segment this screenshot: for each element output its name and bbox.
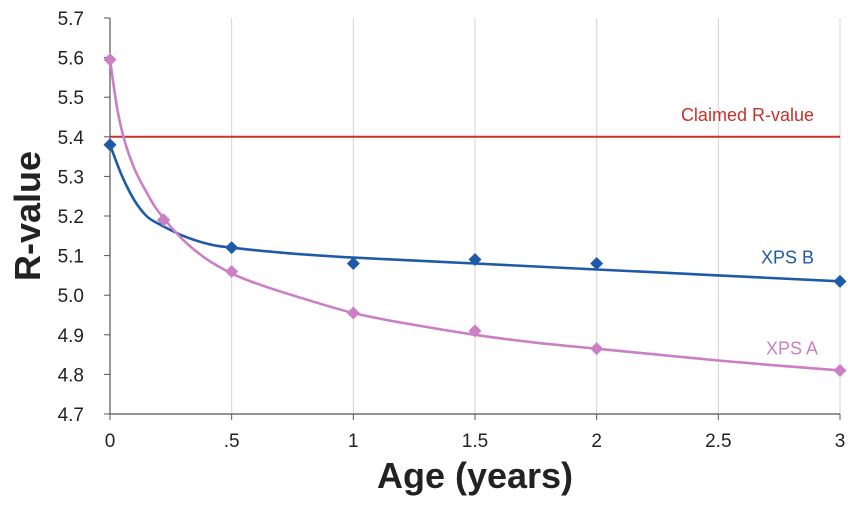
xps-b-data-point [103, 138, 117, 152]
marker-layer [103, 53, 847, 377]
y-tick-label: 5.2 [58, 207, 84, 228]
xps-a-data-point [346, 306, 360, 320]
xps-a-trend-curve [108, 59, 841, 372]
grid-layer [231, 18, 841, 414]
y-tick-label: 5.3 [58, 167, 84, 188]
xps-a-data-point [103, 53, 117, 67]
xps-a-label: XPS A [766, 339, 818, 359]
y-tick-label: 5.6 [58, 49, 84, 70]
xps-b-trend-curve [108, 144, 841, 283]
x-tick-label: 1 [348, 431, 359, 452]
y-tick-label: 5.5 [58, 88, 84, 109]
y-tick-label: 5.7 [58, 9, 84, 30]
xps-b-data-point [590, 257, 604, 271]
x-tick-label: 1.5 [462, 431, 488, 452]
xps-b-data-point [346, 257, 360, 271]
xps-a-data-point [590, 342, 604, 356]
y-tick-label: 5.1 [58, 247, 84, 268]
xps-a-data-point [225, 264, 239, 278]
y-tick-label: 5.0 [58, 286, 84, 307]
x-tick-label: .5 [224, 431, 240, 452]
xps-b-label: XPS B [761, 248, 814, 268]
x-tick-label: 3 [835, 431, 846, 452]
y-axis-title: R-value [7, 151, 48, 281]
x-tick-label: 2 [591, 431, 602, 452]
x-tick-label: 2.5 [705, 431, 731, 452]
xps-a-data-point [833, 363, 847, 377]
xps-a-data-point [468, 324, 482, 338]
x-axis-title: Age (years) [377, 455, 573, 496]
xps-b-data-point [225, 241, 239, 255]
claimed-r-value-label: Claimed R-value [681, 105, 814, 125]
x-tick-label: 0 [105, 431, 116, 452]
y-tick-label: 4.8 [58, 365, 84, 386]
y-tick-label: 5.4 [58, 128, 85, 149]
axis-layer: 4.7 4.8 4.9 5.0 5.1 5.2 5.3 5.4 5.5 5.6 5.7 0 .5 1 1.5… [7, 9, 845, 496]
xps-b-data-point [468, 253, 482, 267]
y-tick-label: 4.7 [58, 405, 84, 426]
xps-a-data-point [157, 213, 171, 227]
label-layer: Claimed R-value XPS B XPS A [681, 105, 818, 359]
y-tick-label: 4.9 [58, 326, 84, 347]
trend-curve-layer [108, 59, 841, 372]
xps-b-data-point [833, 274, 847, 288]
